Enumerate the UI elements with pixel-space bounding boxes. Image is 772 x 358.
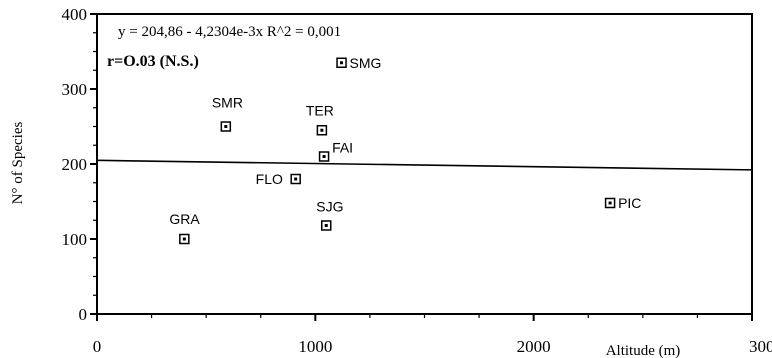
point-marker-center — [182, 237, 186, 241]
data-point-sjg: SJG — [316, 199, 343, 231]
data-point-fai: FAI — [318, 140, 353, 162]
data-point-smr: SMR — [212, 95, 243, 132]
point-label: SJG — [316, 199, 343, 215]
regression-line — [96, 159, 753, 171]
regression-equation: y = 204,86 - 4,2304e-3x R^2 = 0,001 — [118, 24, 341, 40]
point-label: FLO — [256, 171, 283, 187]
y-tick-label: 400 — [62, 5, 88, 24]
y-tick-label: 200 — [62, 155, 88, 174]
y-tick-label: 100 — [62, 230, 88, 249]
x-tick-label: 0 — [93, 337, 102, 356]
point-label: GRA — [169, 211, 200, 227]
point-marker-center — [320, 128, 324, 132]
data-points: SMG SMR TER FAI FLO PIC SJG GRA — [169, 55, 641, 245]
point-marker-center — [324, 224, 328, 227]
data-point-smg: SMG — [336, 55, 382, 71]
x-axis-title: Altitude (m) — [606, 343, 681, 358]
point-marker-center — [340, 61, 344, 65]
point-label: SMG — [350, 55, 382, 71]
point-marker-center — [294, 177, 298, 181]
x-tick-label: 3000 — [749, 337, 772, 356]
data-point-pic: PIC — [604, 195, 641, 211]
y-tick-label: 0 — [79, 305, 88, 324]
y-axis-title: N° of Species — [10, 122, 26, 205]
point-marker-center — [224, 125, 228, 128]
data-point-gra: GRA — [169, 211, 200, 245]
point-marker-center — [322, 155, 326, 158]
correlation-stat: r=O.03 (N.S.) — [107, 53, 199, 70]
x-tick-label: 1000 — [298, 337, 332, 356]
point-label: SMR — [212, 95, 243, 111]
point-label: PIC — [618, 195, 641, 211]
data-point-flo: FLO — [256, 171, 301, 187]
y-tick-label: 300 — [62, 80, 88, 99]
point-marker-center — [608, 201, 612, 205]
x-tick-label: 2000 — [517, 337, 551, 356]
point-label: TER — [306, 102, 334, 118]
y-axis: 0 100 200 300 400 — [62, 5, 97, 324]
data-point-ter: TER — [306, 102, 334, 136]
x-axis: 0 1000 2000 3000 — [93, 314, 772, 356]
point-label: FAI — [332, 140, 353, 156]
